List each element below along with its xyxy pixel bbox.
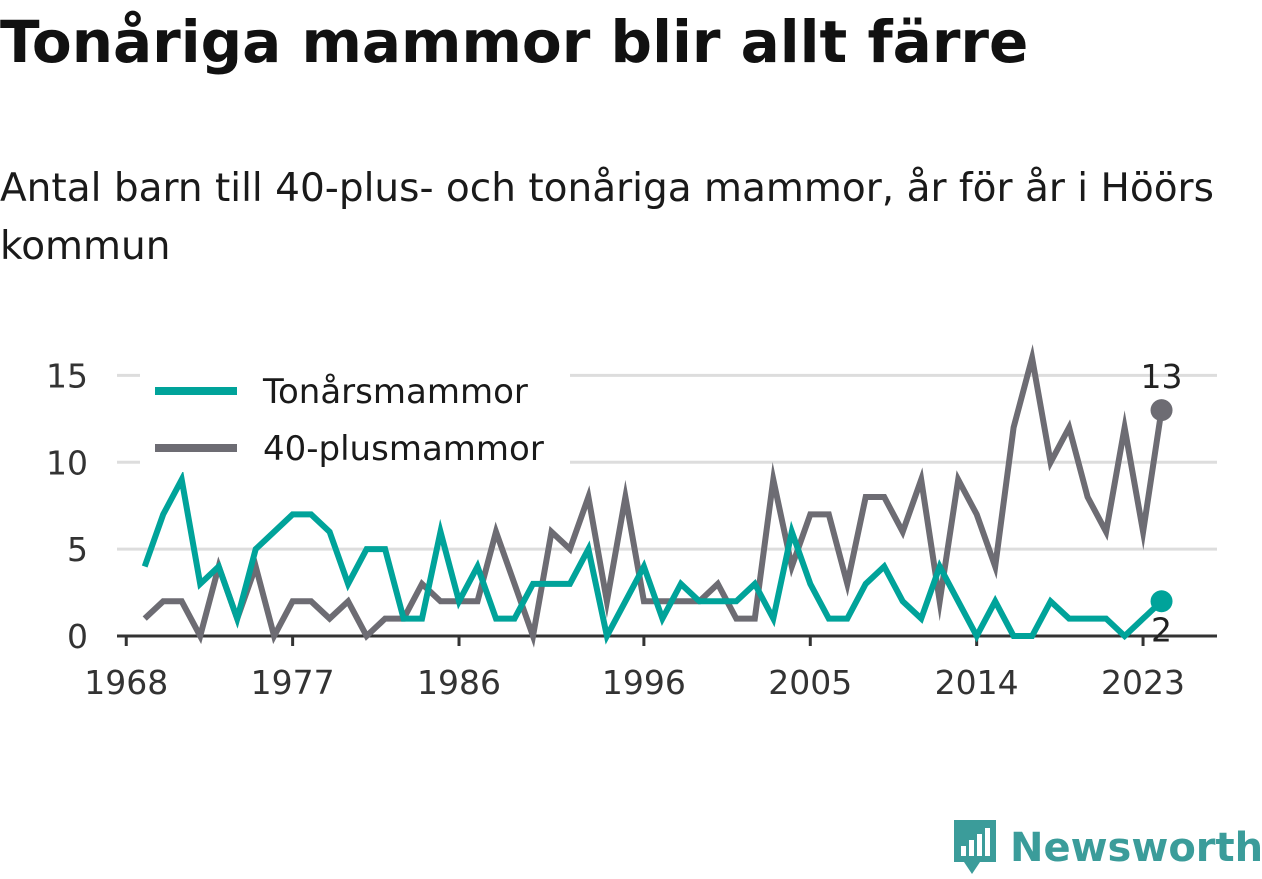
- end-label-forty: 13: [1141, 357, 1183, 396]
- x-tick-label-1977: 1977: [251, 663, 335, 702]
- legend-label-forty: 40-plusmammor: [263, 429, 544, 469]
- legend: Tonårsmammor 40-plusmammor: [140, 362, 570, 472]
- chart-title: Tonåriga mammor blir allt färre: [0, 8, 1029, 76]
- newsworthy-logo-icon: [954, 820, 996, 874]
- end-point-forty: [1150, 399, 1173, 422]
- y-tick-label-10: 10: [46, 443, 88, 482]
- x-tick-label-1986: 1986: [417, 663, 501, 702]
- legend-background: [140, 362, 570, 472]
- legend-label-teen: Tonårsmammor: [262, 372, 528, 412]
- newsworthy-logo: Newsworthy: [950, 818, 1262, 878]
- y-tick-label-0: 0: [67, 617, 88, 656]
- brand-name: Newsworthy: [1010, 825, 1262, 871]
- x-tick-label-2005: 2005: [768, 663, 852, 702]
- end-point-teen: [1150, 590, 1173, 613]
- x-tick-label-2014: 2014: [935, 663, 1019, 702]
- x-tick-label-2023: 2023: [1101, 663, 1185, 702]
- end-label-teen: 2: [1151, 610, 1172, 649]
- x-tick-label-1968: 1968: [84, 663, 168, 702]
- axes: 0 5 10 15 1968 1977 1986 1996 2005 2014 2023: [46, 356, 1217, 702]
- end-labels: 13 2: [1141, 357, 1183, 649]
- series-lines: [141, 344, 1173, 648]
- chart-subtitle: Antal barn till 40-plus- och tonåriga ma…: [0, 166, 1214, 269]
- y-tick-label-15: 15: [46, 356, 88, 395]
- series-line-teen: [141, 470, 1164, 645]
- x-tick-label-1996: 1996: [602, 663, 686, 702]
- y-tick-label-5: 5: [67, 530, 88, 569]
